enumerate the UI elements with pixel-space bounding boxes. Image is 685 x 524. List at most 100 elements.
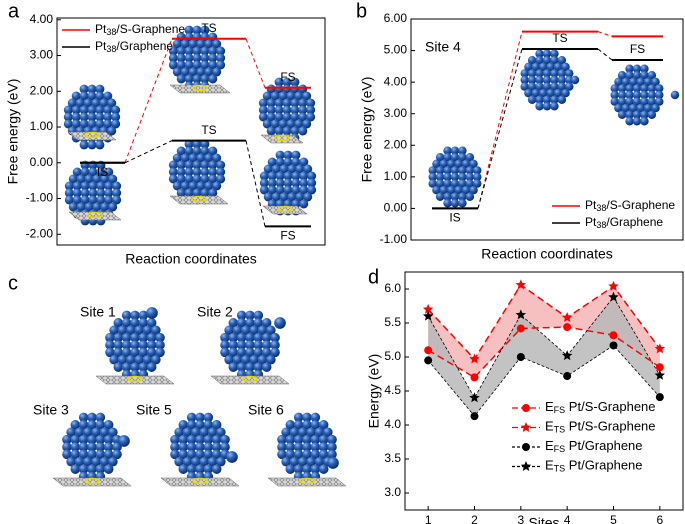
atom (226, 451, 238, 463)
atom (178, 442, 189, 452)
x-tick-label: 6 (656, 513, 663, 524)
sulfur-site (127, 375, 143, 383)
star-marker (422, 303, 434, 314)
atom (78, 434, 89, 445)
atom (113, 340, 124, 350)
atom (279, 164, 289, 174)
site-label: Site 2 (197, 304, 233, 320)
atom (262, 119, 272, 129)
atom (241, 325, 251, 335)
atom (95, 105, 105, 115)
y-tick-label: -1.00 (26, 191, 54, 205)
atom (625, 71, 634, 80)
atom (130, 340, 140, 350)
atom (310, 434, 321, 445)
pt-cluster (62, 412, 122, 482)
atom (542, 56, 552, 65)
atom (91, 427, 101, 437)
legend-label: EFS Pt/Graphene (545, 438, 643, 454)
pt-cluster (168, 139, 226, 205)
atom (176, 174, 186, 184)
atom (184, 46, 194, 56)
atom (211, 442, 222, 452)
atom (285, 449, 296, 460)
atom (188, 39, 198, 49)
atom (435, 179, 445, 188)
atom (287, 164, 297, 174)
atom (96, 167, 106, 177)
atom (195, 442, 205, 452)
atom (266, 105, 276, 115)
atom (435, 153, 445, 162)
atom (278, 91, 288, 101)
atom (542, 49, 552, 58)
panel-letter: b (356, 0, 367, 22)
atom (281, 427, 291, 437)
atom (298, 98, 308, 108)
atom (146, 307, 158, 319)
y-tick-label: 4.00 (30, 12, 54, 26)
atom (196, 181, 206, 191)
atom (176, 74, 186, 84)
annotation: Site 4 (425, 39, 461, 55)
atom (178, 449, 189, 460)
atom (64, 188, 74, 198)
atom (640, 90, 649, 100)
atom (207, 427, 218, 437)
atom (103, 112, 113, 122)
atom (670, 90, 680, 100)
atom (621, 77, 631, 87)
sulfur-site (299, 477, 315, 485)
atom (200, 46, 210, 56)
atom (535, 56, 544, 65)
atom (261, 347, 272, 358)
atom (180, 39, 190, 49)
atom (220, 332, 230, 343)
atom (524, 62, 533, 72)
atom (285, 442, 296, 452)
atom (186, 412, 197, 423)
legend-label: ETS Pt/S-Graphene (545, 419, 656, 435)
atom (200, 60, 210, 70)
atom (176, 60, 186, 70)
atom (293, 412, 304, 423)
plot-frame (56, 17, 326, 246)
atom (168, 60, 178, 70)
atom (277, 442, 287, 452)
atom (550, 56, 559, 65)
series-line (427, 326, 661, 379)
atom (267, 185, 277, 195)
atom (192, 25, 202, 35)
atom (617, 84, 627, 93)
atom (428, 179, 437, 188)
atom (121, 318, 132, 328)
atom (216, 160, 226, 170)
atom (220, 442, 230, 452)
panel-letter: a (8, 0, 20, 22)
atom (212, 39, 222, 49)
atom (138, 340, 149, 350)
legend-marker (520, 461, 532, 471)
atom (204, 67, 214, 77)
atom (640, 71, 649, 80)
atom (87, 112, 97, 122)
state-label: TS (552, 31, 567, 45)
atom (84, 202, 94, 212)
atom (632, 97, 642, 106)
atom (87, 442, 97, 452)
atom (236, 332, 247, 343)
atom (232, 355, 243, 365)
atom (458, 146, 467, 155)
circle-marker (563, 323, 572, 332)
atom (450, 172, 460, 182)
atom (182, 457, 193, 467)
y-tick-label: 6.0 (384, 281, 401, 295)
atom (258, 98, 268, 108)
graphene-sheet (267, 477, 347, 487)
atom (293, 442, 304, 452)
atom (428, 166, 437, 175)
atom (172, 39, 182, 49)
atom (184, 188, 194, 198)
atom (138, 362, 149, 372)
atom (228, 332, 239, 343)
